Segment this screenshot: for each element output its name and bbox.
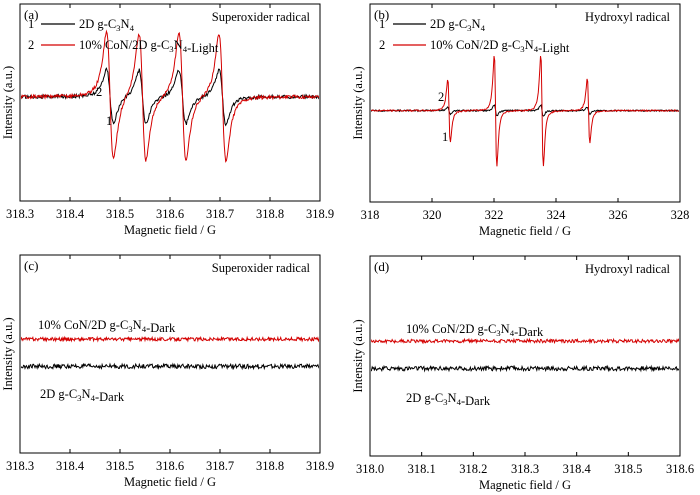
panel-label: (c) xyxy=(24,258,38,273)
x-tick-label: 326 xyxy=(609,208,628,222)
x-tick-label: 318.3 xyxy=(6,207,34,221)
panel-title: Hydroxyl radical xyxy=(585,10,671,24)
curve-label: 2 xyxy=(96,85,102,99)
panel-title: Superoxider radical xyxy=(212,10,311,24)
curve-label: 2 xyxy=(438,90,444,104)
legend-entry: 2D g-C3N4 xyxy=(430,17,486,33)
chart-panel-a: 318.3 318.4 318.5 318.6 318.7 318.8 318.9 Magne… xyxy=(1,3,334,237)
legend-number: 1 xyxy=(379,17,385,31)
series-line xyxy=(371,55,679,167)
x-tick-label: 318.5 xyxy=(614,462,642,476)
chart-panel-c: 318.3 318.4 318.5 318.6 318.7 318.8 318.9 Magne… xyxy=(1,254,334,489)
x-tick-label: 318.8 xyxy=(256,207,284,221)
x-tick-label: 318.9 xyxy=(306,207,334,221)
y-axis-label: Intensity (a.u.) xyxy=(1,66,15,139)
x-tick-label: 318.7 xyxy=(206,459,234,473)
series-label: 10% CoN/2D g-C3N4-Dark xyxy=(406,322,544,339)
series-label: 10% CoN/2D g-C3N4-Dark xyxy=(38,318,176,335)
series-line xyxy=(371,364,679,373)
panel-label: (b) xyxy=(374,7,389,22)
series-line xyxy=(371,337,679,345)
panel-label: (d) xyxy=(374,259,389,274)
x-tick-label: 318 xyxy=(361,208,380,222)
x-tick-label: 318.8 xyxy=(256,459,284,473)
curve-label: 1 xyxy=(442,130,448,144)
series-label: 2D g-C3N4-Dark xyxy=(406,391,491,408)
x-tick-label: 318.3 xyxy=(6,459,34,473)
x-tick-label: 318.0 xyxy=(356,462,384,476)
series-line xyxy=(21,362,319,371)
x-tick-label: 322 xyxy=(485,208,504,222)
panel-label: (a) xyxy=(24,7,38,22)
legend-number: 1 xyxy=(28,17,34,31)
x-axis-label: Magnetic field / G xyxy=(124,475,216,489)
curve-label: 1 xyxy=(106,114,112,128)
x-tick-label: 318.7 xyxy=(206,207,234,221)
x-tick-label: 318.6 xyxy=(156,459,184,473)
x-tick-label: 318.6 xyxy=(666,462,694,476)
x-tick-label: 318.1 xyxy=(408,462,436,476)
x-axis-label: Magnetic field / G xyxy=(479,224,571,238)
legend-entry: 10% CoN/2D g-C3N4-Light xyxy=(79,38,219,55)
series-line xyxy=(21,335,319,343)
x-tick-label: 318.4 xyxy=(56,459,85,473)
x-tick-label: 318.5 xyxy=(106,207,134,221)
x-tick-label: 318.2 xyxy=(459,462,487,476)
series-line xyxy=(21,29,319,163)
legend-entry: 10% CoN/2D g-C3N4-Light xyxy=(430,38,570,55)
legend-entry: 2D g-C3N4 xyxy=(79,17,135,33)
x-tick-label: 318.6 xyxy=(156,207,184,221)
x-tick-label: 328 xyxy=(671,208,690,222)
x-tick-label: 318.9 xyxy=(306,459,334,473)
chart-panel-b: 318 320 322 324 326 328 Magnetic field / G Inte… xyxy=(351,3,690,238)
plot-frame xyxy=(369,255,681,457)
plot-frame xyxy=(19,254,321,454)
x-tick-label: 320 xyxy=(423,208,442,222)
x-tick-label: 324 xyxy=(547,208,567,222)
plot-frame xyxy=(369,3,681,203)
panel-title: Hydroxyl radical xyxy=(585,262,671,276)
chart-panel-d: 318.0 318.1 318.2 318.3 318.4 318.5 318.6 Magne… xyxy=(351,255,694,492)
y-axis-label: Intensity (a.u.) xyxy=(351,66,365,139)
plot-frame xyxy=(19,3,321,202)
y-axis-label: Intensity (a.u.) xyxy=(1,317,15,390)
x-axis-label: Magnetic field / G xyxy=(124,223,216,237)
legend-number: 2 xyxy=(28,38,34,52)
x-axis-label: Magnetic field / G xyxy=(479,478,571,492)
x-tick-label: 318.4 xyxy=(563,462,592,476)
legend-number: 2 xyxy=(379,38,385,52)
panel-title: Superoxider radical xyxy=(212,261,311,275)
x-tick-label: 318.3 xyxy=(511,462,539,476)
x-tick-label: 318.4 xyxy=(56,207,85,221)
y-axis-label: Intensity (a.u.) xyxy=(351,319,365,392)
series-label: 2D g-C3N4-Dark xyxy=(40,387,125,404)
x-tick-label: 318.5 xyxy=(106,459,134,473)
